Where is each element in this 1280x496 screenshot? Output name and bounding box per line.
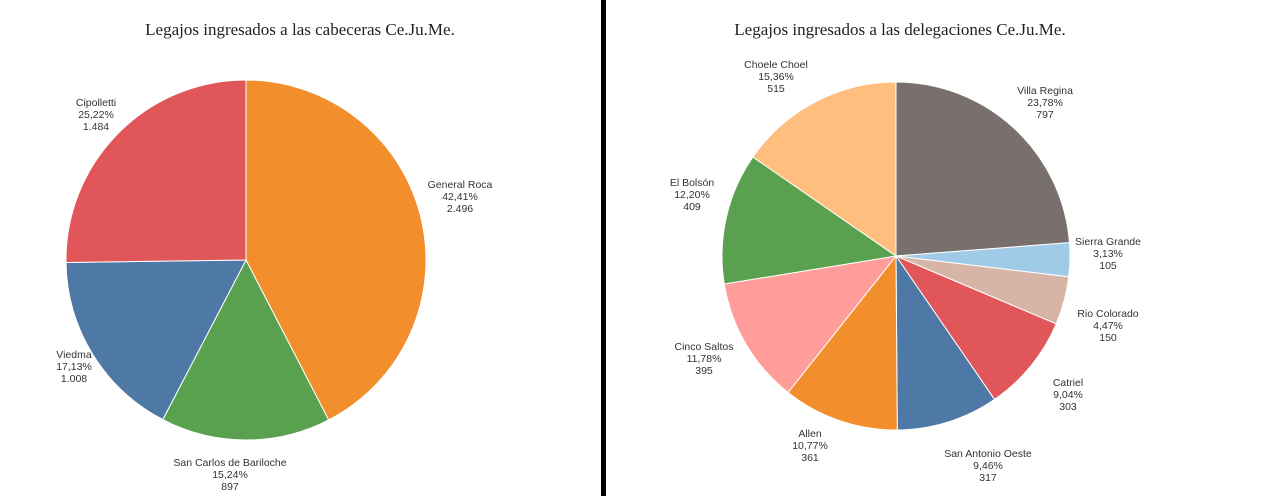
slice-label: Villa Regina 23,78% 797 [1017, 85, 1073, 121]
slice-label: San Carlos de Bariloche 15,24% 897 [173, 457, 286, 493]
pie-slice-choele-choel [752, 81, 897, 257]
pie-slice-san-carlos-de-bariloche [162, 258, 330, 441]
slice-label: El Bolsón 12,20% 409 [670, 177, 715, 213]
pie-slice-el-bols-n [721, 156, 898, 285]
pie-slice-general-roca [245, 79, 427, 421]
chart-title-cabeceras: Legajos ingresados a las cabeceras Ce.Ju… [145, 20, 455, 39]
slice-label: Viedma 17,13% 1.008 [56, 349, 92, 385]
slice-label: Cinco Saltos 11,78% 395 [675, 341, 734, 377]
pie-slice-catriel [894, 254, 1057, 401]
slice-label: San Antonio Oeste 9,46% 317 [944, 448, 1032, 484]
pie-slice-allen [787, 254, 898, 431]
pie-slice-viedma [65, 259, 247, 421]
slice-label: General Roca 42,41% 2.496 [428, 179, 493, 215]
slice-label: Choele Choel 15,36% 515 [744, 59, 808, 95]
chart-title-delegaciones: Legajos ingresados a las delegaciones Ce… [734, 20, 1066, 39]
slice-label: Cipolletti 25,22% 1.484 [76, 97, 116, 133]
pie-slice-cipolletti [65, 79, 247, 263]
slice-label: Rio Colorado 4,47% 150 [1077, 308, 1138, 344]
divider [601, 0, 606, 496]
slice-label: Catriel 9,04% 303 [1053, 377, 1083, 413]
slice-label: Allen 10,77% 361 [792, 428, 828, 464]
slice-label: Sierra Grande 3,13% 105 [1075, 236, 1141, 272]
pie-slice-villa-regina [895, 81, 1071, 257]
pie-slice-cinco-saltos [723, 255, 898, 394]
pie-slice-san-antonio-oeste [895, 254, 996, 431]
